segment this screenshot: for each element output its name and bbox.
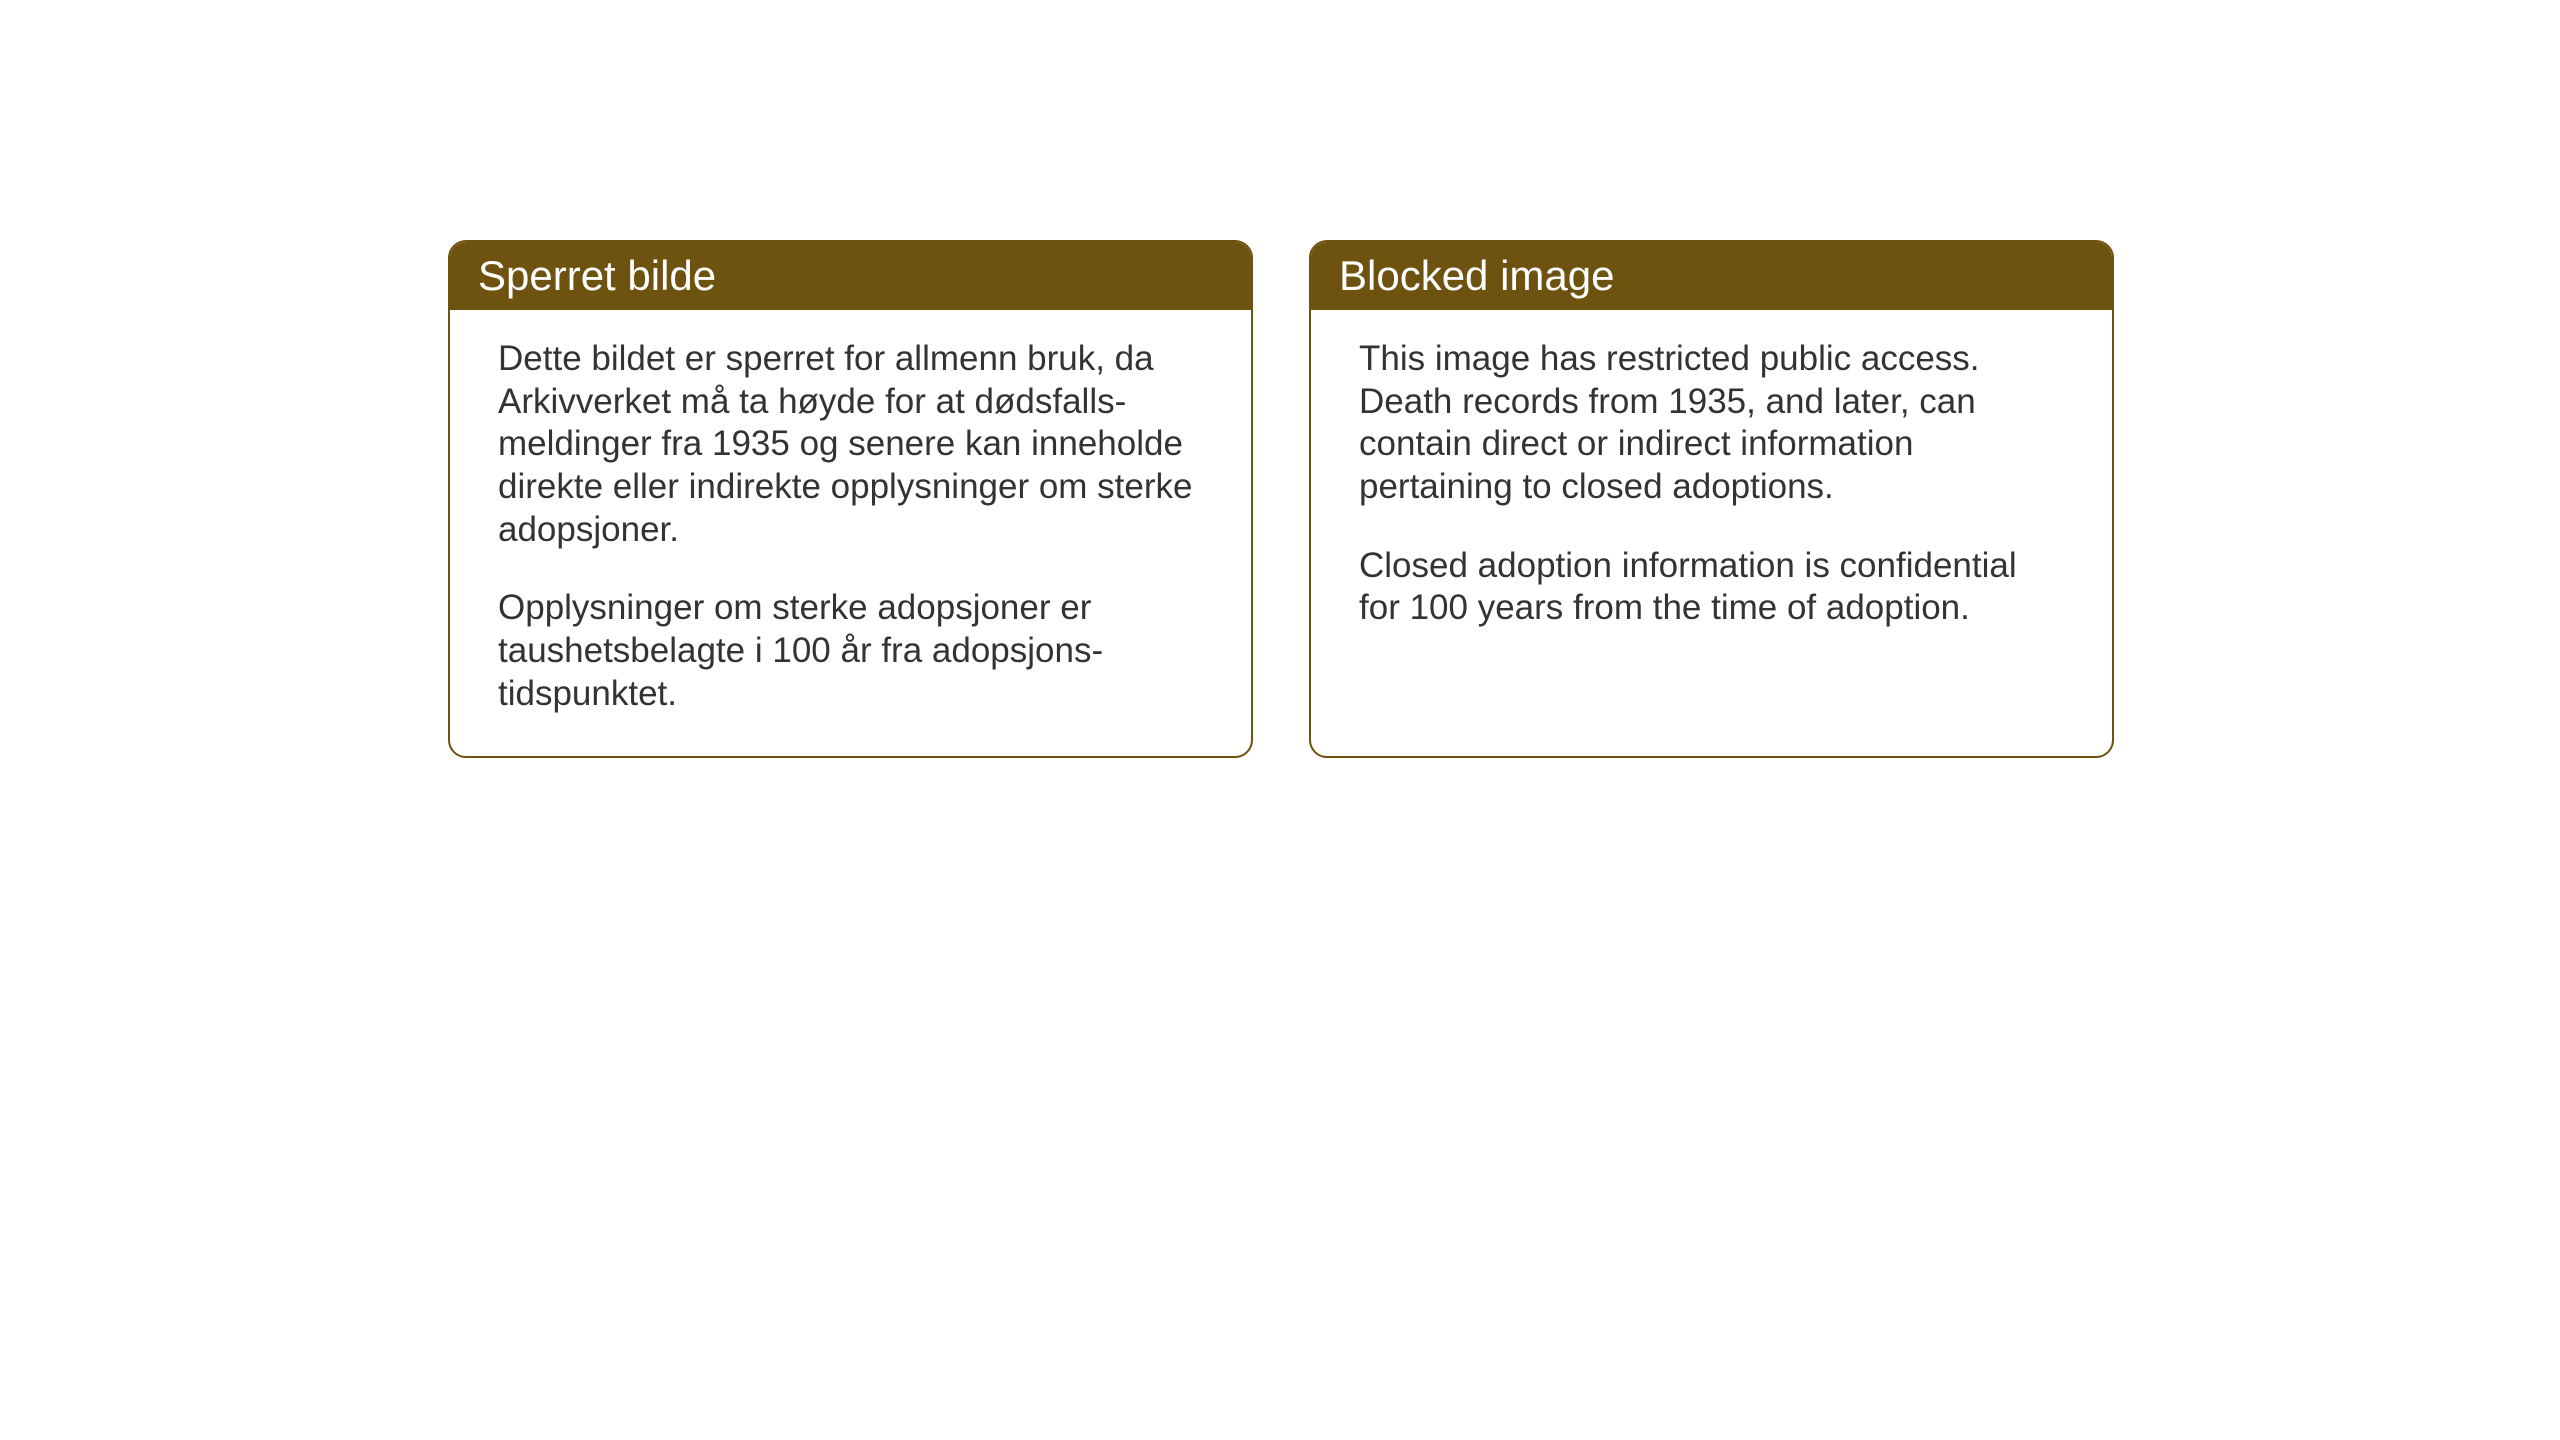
norwegian-card-body: Dette bildet er sperret for allmenn bruk… [450, 310, 1251, 756]
english-card: Blocked image This image has restricted … [1309, 240, 2114, 758]
norwegian-paragraph-2: Opplysninger om sterke adopsjoner er tau… [498, 587, 1203, 715]
english-paragraph-2: Closed adoption information is confident… [1359, 545, 2064, 630]
norwegian-paragraph-1: Dette bildet er sperret for allmenn bruk… [498, 338, 1203, 551]
norwegian-card-header: Sperret bilde [450, 242, 1251, 310]
norwegian-card: Sperret bilde Dette bildet er sperret fo… [448, 240, 1253, 758]
norwegian-card-title: Sperret bilde [478, 252, 716, 299]
english-card-header: Blocked image [1311, 242, 2112, 310]
english-card-body: This image has restricted public access.… [1311, 310, 2112, 670]
english-paragraph-1: This image has restricted public access.… [1359, 338, 2064, 509]
english-card-title: Blocked image [1339, 252, 1614, 299]
cards-container: Sperret bilde Dette bildet er sperret fo… [448, 240, 2114, 758]
